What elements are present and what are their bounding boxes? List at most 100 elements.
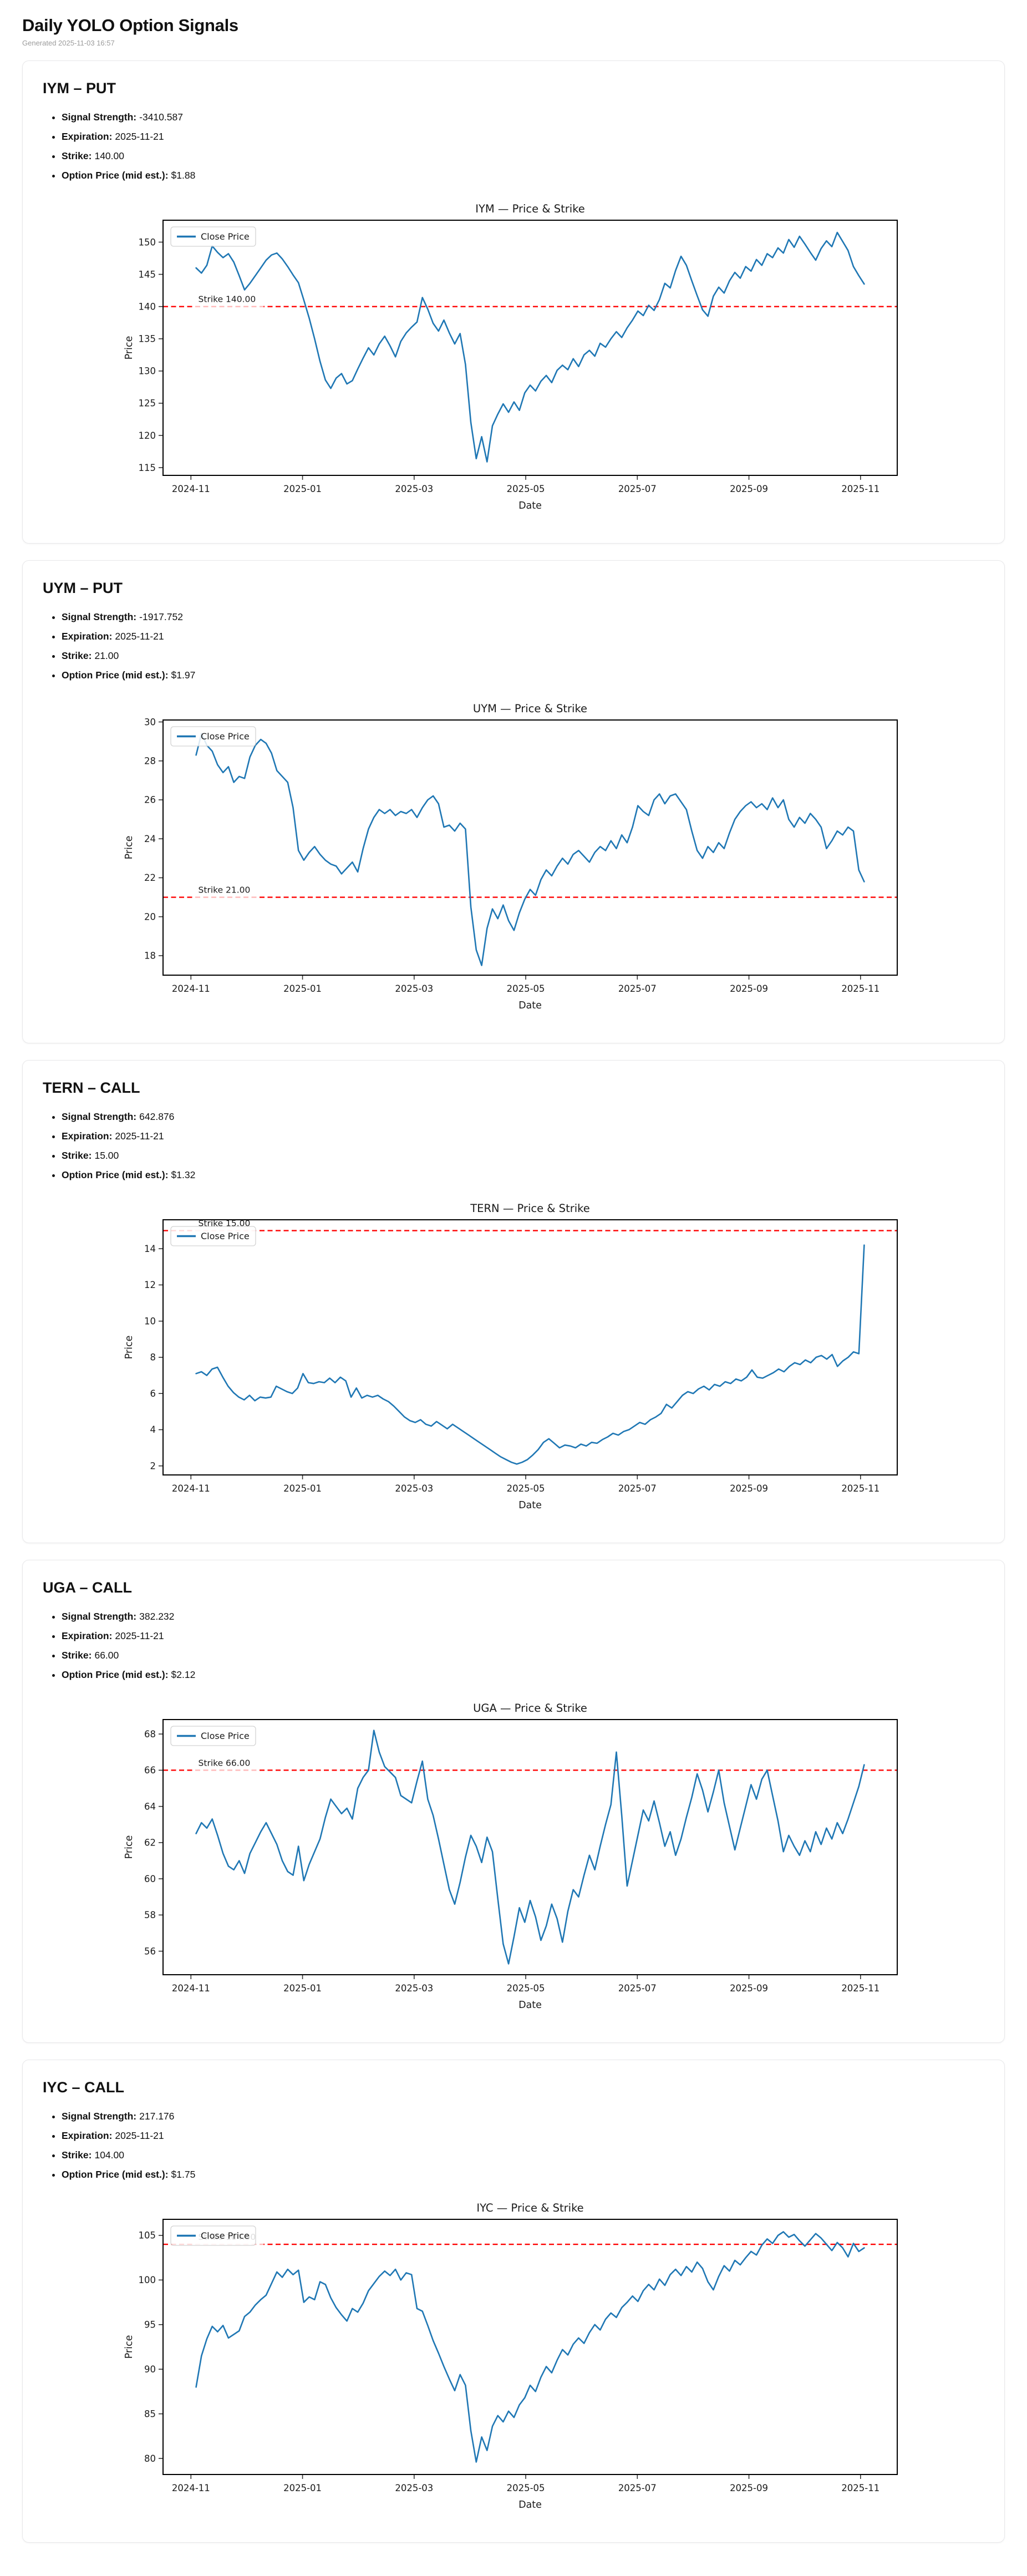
bullet-value: 2025-11-21 <box>115 631 164 642</box>
bullet-label: Signal Strength: <box>62 2111 137 2122</box>
price-chart-svg: UGA — Price & Strike 56 58 60 62 64 66 68 2024-1… <box>120 1697 907 2019</box>
x-axis-label: Date <box>518 2000 542 2011</box>
bullet-value: 2025-11-21 <box>115 2130 164 2141</box>
y-axis-label: Price <box>124 2335 135 2359</box>
svg-text:100: 100 <box>139 2275 156 2285</box>
close-price-line <box>195 2231 865 2463</box>
signal-bullets: Signal Strength:642.876 Expiration:2025-1… <box>43 1111 984 1181</box>
signal-bullet: Strike:140.00 <box>62 150 984 162</box>
bullet-value: 104.00 <box>94 2149 124 2161</box>
svg-text:2025-05: 2025-05 <box>507 1983 545 1994</box>
signal-bullet: Strike:66.00 <box>62 1650 984 1661</box>
section-heading: IYC – CALL <box>43 2079 125 2096</box>
x-axis-label: Date <box>518 500 542 511</box>
bullet-value: 140.00 <box>94 150 124 161</box>
signal-bullet: Strike:21.00 <box>62 650 984 662</box>
chart-title: IYM — Price & Strike <box>475 202 585 215</box>
svg-text:2025-01: 2025-01 <box>283 484 322 494</box>
chart: UGA — Price & Strike 56 58 60 62 64 66 68 2024-1… <box>120 1697 907 2019</box>
svg-text:68: 68 <box>144 1729 156 1740</box>
svg-text:58: 58 <box>144 1910 156 1920</box>
signal-bullet: Option Price (mid est.):$1.88 <box>62 170 984 181</box>
svg-text:2025-05: 2025-05 <box>507 1483 545 1494</box>
svg-text:2024-11: 2024-11 <box>172 1483 210 1494</box>
svg-text:2025-09: 2025-09 <box>730 1983 768 1994</box>
bullet-value: 2025-11-21 <box>115 1630 164 1641</box>
svg-text:4: 4 <box>150 1424 156 1435</box>
signal-bullet: Signal Strength:382.232 <box>62 1611 984 1622</box>
svg-text:150: 150 <box>139 237 156 247</box>
svg-text:2025-01: 2025-01 <box>283 1483 322 1494</box>
signal-bullet: Signal Strength:217.176 <box>62 2111 984 2122</box>
signal-bullets: Signal Strength:-1917.752 Expiration:2025… <box>43 611 984 681</box>
svg-text:2025-03: 2025-03 <box>395 1983 433 1994</box>
signal-bullet: Strike:15.00 <box>62 1150 984 1162</box>
signal-card: UGA – CALL Signal Strength:382.232 Expira… <box>22 1560 1005 2043</box>
svg-text:90: 90 <box>144 2364 156 2375</box>
section-heading: IYM – PUT <box>43 80 116 97</box>
bullet-label: Expiration: <box>62 631 113 642</box>
bullet-value: 2025-11-21 <box>115 1130 164 1142</box>
x-axis-label: Date <box>518 2499 542 2511</box>
legend: Close Price <box>170 2225 256 2246</box>
bullet-value: $1.75 <box>171 2169 196 2180</box>
signal-bullet: Option Price (mid est.):$1.75 <box>62 2169 984 2181</box>
svg-text:2025-09: 2025-09 <box>730 1483 768 1494</box>
svg-text:22: 22 <box>144 873 156 883</box>
price-chart-svg: TERN — Price & Strike 2 4 6 8 10 12 14 2024-11 20… <box>120 1198 907 1519</box>
bullet-label: Strike: <box>62 1150 92 1161</box>
section-heading: UGA – CALL <box>43 1579 132 1596</box>
svg-text:2025-11: 2025-11 <box>841 484 879 494</box>
svg-text:30: 30 <box>144 717 156 727</box>
bullet-label: Option Price (mid est.): <box>62 170 169 181</box>
chart-title: UYM — Price & Strike <box>473 702 587 715</box>
bullet-value: 642.876 <box>139 1111 175 1122</box>
bullet-label: Strike: <box>62 150 92 161</box>
legend-label: Close Price <box>201 231 250 242</box>
y-axis-label: Price <box>124 336 135 360</box>
bullet-value: 15.00 <box>94 1150 119 1161</box>
x-axis-label: Date <box>518 1500 542 1511</box>
chart-title: TERN — Price & Strike <box>470 1202 590 1215</box>
signal-bullets: Signal Strength:217.176 Expiration:2025-1… <box>43 2111 984 2181</box>
svg-text:2025-07: 2025-07 <box>618 1983 657 1994</box>
signal-card: IYM – PUT Signal Strength:-3410.587 Expir… <box>22 60 1005 544</box>
svg-text:62: 62 <box>144 1838 156 1848</box>
svg-text:2025-09: 2025-09 <box>730 484 768 494</box>
signal-bullet: Signal Strength:-1917.752 <box>62 611 984 623</box>
signal-bullet: Option Price (mid est.):$2.12 <box>62 1669 984 1681</box>
svg-text:2025-07: 2025-07 <box>618 484 657 494</box>
svg-text:10: 10 <box>144 1316 156 1326</box>
signal-bullet: Expiration:2025-11-21 <box>62 1130 984 1142</box>
section-heading: TERN – CALL <box>43 1079 140 1096</box>
y-axis-label: Price <box>124 836 135 860</box>
chart: IYM — Price & Strike 115 120 125 130 135 140 14… <box>120 198 907 520</box>
svg-text:2025-01: 2025-01 <box>283 2483 322 2493</box>
signal-sections: IYM – PUT Signal Strength:-3410.587Expir… <box>22 60 1005 2543</box>
legend-label: Close Price <box>201 731 250 742</box>
close-price-line <box>195 733 865 966</box>
bullet-value: 2025-11-21 <box>115 131 164 142</box>
signal-bullets: Signal Strength:382.232 Expiration:2025-1… <box>43 1611 984 1681</box>
bullet-value: 382.232 <box>139 1611 175 1622</box>
svg-text:2025-09: 2025-09 <box>730 983 768 994</box>
bullet-value: 66.00 <box>94 1650 119 1661</box>
bullet-value: $1.88 <box>171 170 196 181</box>
svg-text:2024-11: 2024-11 <box>172 1983 210 1994</box>
close-price-line <box>195 1244 865 1465</box>
svg-text:2025-11: 2025-11 <box>841 2483 879 2493</box>
svg-text:12: 12 <box>144 1280 156 1290</box>
svg-text:2024-11: 2024-11 <box>172 2483 210 2493</box>
svg-text:26: 26 <box>144 795 156 805</box>
svg-text:2025-03: 2025-03 <box>395 484 433 494</box>
legend: Close Price <box>170 226 256 247</box>
bullet-label: Expiration: <box>62 2130 113 2141</box>
bullet-label: Strike: <box>62 650 92 661</box>
bullet-label: Signal Strength: <box>62 1111 137 1122</box>
svg-text:2024-11: 2024-11 <box>172 484 210 494</box>
bullet-label: Signal Strength: <box>62 611 137 622</box>
signal-card: IYC – CALL Signal Strength:217.176 Expira… <box>22 2060 1005 2543</box>
generated-timestamp: Generated 2025-11-03 16:57 <box>22 39 115 47</box>
bullet-label: Option Price (mid est.): <box>62 670 169 681</box>
svg-text:2025-11: 2025-11 <box>841 1983 879 1994</box>
